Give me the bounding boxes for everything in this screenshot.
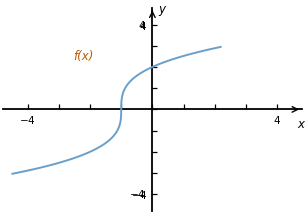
Text: $-4$: $-4$ — [129, 188, 146, 200]
Text: $4$: $4$ — [138, 19, 146, 31]
Text: x: x — [297, 118, 304, 131]
Text: y: y — [158, 3, 165, 16]
Text: f(x): f(x) — [74, 50, 94, 63]
